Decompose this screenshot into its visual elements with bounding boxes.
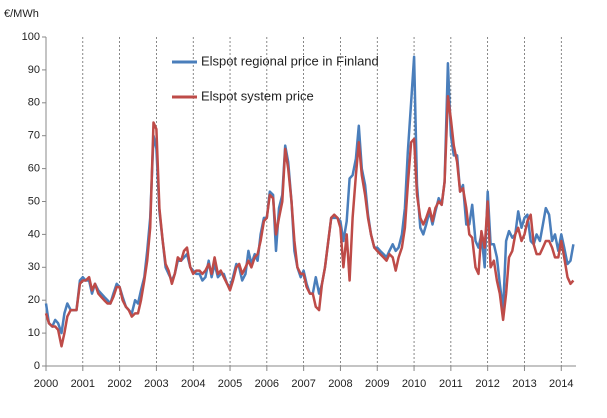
x-tick-label: 2007 xyxy=(291,378,315,390)
y-tick-label: 0 xyxy=(34,360,40,372)
x-tick-label: 2001 xyxy=(71,378,95,390)
x-tick-label: 2009 xyxy=(365,378,389,390)
x-tick-label: 2002 xyxy=(107,378,131,390)
x-tick-label: 2004 xyxy=(181,378,205,390)
series-line xyxy=(44,94,575,348)
x-tick-label: 2010 xyxy=(402,378,426,390)
y-tick-label: 60 xyxy=(28,163,40,175)
x-tick-label: 2003 xyxy=(144,378,168,390)
legend-label: Elspot system price xyxy=(201,88,314,103)
x-tick-label: 2008 xyxy=(328,378,352,390)
y-tick-label: 20 xyxy=(28,294,40,306)
x-tick-label: 2013 xyxy=(512,378,536,390)
x-tick-label: 2005 xyxy=(218,378,242,390)
y-tick-label: 90 xyxy=(28,64,40,76)
y-tick-label: 30 xyxy=(28,261,40,273)
y-tick-label: 80 xyxy=(28,97,40,109)
y-axis-label: €/MWh xyxy=(4,8,39,20)
x-tick-label: 2014 xyxy=(549,378,573,390)
x-tick-label: 2006 xyxy=(255,378,279,390)
y-tick-label: 100 xyxy=(22,31,40,43)
x-tick-label: 2011 xyxy=(439,378,463,390)
x-tick-label: 2000 xyxy=(34,378,58,390)
y-tick-label: 10 xyxy=(28,327,40,339)
y-tick-label: 50 xyxy=(28,195,40,207)
y-tick-label: 40 xyxy=(28,228,40,240)
legend-label: Elspot regional price in Finland xyxy=(201,53,379,68)
x-tick-label: 2012 xyxy=(475,378,499,390)
y-tick-label: 70 xyxy=(28,130,40,142)
